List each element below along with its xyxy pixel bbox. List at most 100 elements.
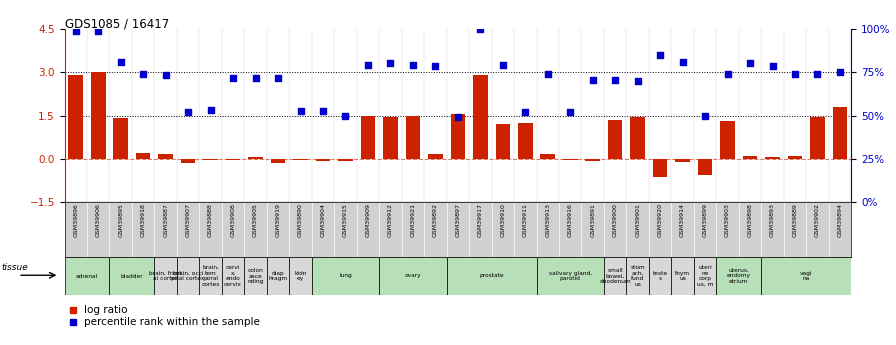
Text: GSM39909: GSM39909 <box>366 204 370 237</box>
Point <box>248 75 263 80</box>
Text: GSM39893: GSM39893 <box>770 204 775 237</box>
Text: stom
ach,
fund
us: stom ach, fund us <box>630 265 645 287</box>
Bar <box>626 257 649 295</box>
Text: GSM39888: GSM39888 <box>208 204 213 237</box>
Point <box>720 71 735 77</box>
Text: thym
us: thym us <box>675 270 690 282</box>
Bar <box>765 157 780 159</box>
Bar <box>451 114 465 159</box>
Bar <box>136 153 151 159</box>
Bar <box>154 257 177 295</box>
Text: diap
hragm: diap hragm <box>269 270 288 282</box>
Text: vagi
na: vagi na <box>800 270 813 282</box>
Text: kidn
ey: kidn ey <box>294 270 306 282</box>
Bar <box>428 154 443 159</box>
Bar <box>312 257 379 295</box>
Bar <box>245 257 267 295</box>
Bar <box>653 159 668 177</box>
Bar <box>743 156 757 159</box>
Text: GSM39921: GSM39921 <box>410 204 416 237</box>
Text: uteri
ne
corp
us, m: uteri ne corp us, m <box>697 265 713 287</box>
Bar <box>694 257 716 295</box>
Legend: log ratio, percentile rank within the sample: log ratio, percentile rank within the sa… <box>70 305 260 327</box>
Point <box>810 71 824 77</box>
Bar <box>716 257 762 295</box>
Bar <box>293 159 308 160</box>
Point <box>495 62 510 68</box>
Text: brain, occi
pital cortex: brain, occi pital cortex <box>171 270 205 282</box>
Point <box>159 72 173 78</box>
Point <box>451 114 465 120</box>
Text: GSM39891: GSM39891 <box>590 204 595 237</box>
Text: brain,
tem
poral
cortex: brain, tem poral cortex <box>202 265 220 287</box>
Bar <box>720 121 735 159</box>
Text: GSM39914: GSM39914 <box>680 204 685 237</box>
Text: GSM39910: GSM39910 <box>500 204 505 237</box>
Text: GSM39904: GSM39904 <box>321 204 325 237</box>
Bar <box>159 155 173 159</box>
Bar <box>181 159 195 163</box>
Text: GSM39890: GSM39890 <box>298 204 303 237</box>
Text: salivary gland,
parotid: salivary gland, parotid <box>548 270 591 282</box>
Bar <box>383 117 398 159</box>
Text: teste
s: teste s <box>652 270 668 282</box>
Text: GSM39887: GSM39887 <box>163 204 168 237</box>
Text: bladder: bladder <box>121 274 143 278</box>
Bar <box>68 75 83 159</box>
Bar <box>676 159 690 161</box>
Text: GSM39899: GSM39899 <box>702 204 708 237</box>
Bar <box>631 117 645 159</box>
Text: GSM39919: GSM39919 <box>276 204 280 237</box>
Point <box>698 113 712 118</box>
Text: GSM39916: GSM39916 <box>568 204 573 237</box>
Point <box>428 63 443 69</box>
Text: GSM39905: GSM39905 <box>253 204 258 237</box>
Text: GSM39907: GSM39907 <box>185 204 191 237</box>
Point <box>91 28 106 33</box>
Point <box>586 77 600 82</box>
Point <box>406 62 420 68</box>
Point <box>676 60 690 65</box>
Bar <box>698 159 712 175</box>
Point <box>339 113 353 118</box>
Text: GSM39895: GSM39895 <box>118 204 124 237</box>
Point <box>69 28 83 33</box>
Text: cervi
x,
endo
cervix: cervi x, endo cervix <box>224 265 242 287</box>
Bar <box>537 257 604 295</box>
Point <box>203 107 218 112</box>
Point <box>563 109 577 115</box>
Point <box>293 108 307 114</box>
Text: GSM39896: GSM39896 <box>73 204 78 237</box>
Text: GSM39918: GSM39918 <box>141 204 146 237</box>
Text: GSM39911: GSM39911 <box>522 204 528 237</box>
Text: GDS1085 / 16417: GDS1085 / 16417 <box>65 17 168 30</box>
Point <box>226 76 240 81</box>
Point <box>315 108 330 114</box>
Bar <box>289 257 312 295</box>
Point <box>608 77 623 82</box>
Point <box>765 63 780 69</box>
Bar <box>563 159 578 160</box>
Text: GSM39920: GSM39920 <box>658 204 663 237</box>
Bar <box>518 123 532 159</box>
Text: brain, front
al cortex: brain, front al cortex <box>150 270 182 282</box>
Bar <box>200 257 222 295</box>
Point <box>361 62 375 68</box>
Text: ovary: ovary <box>405 274 421 278</box>
Bar <box>114 118 128 159</box>
Bar <box>248 157 263 159</box>
Point <box>181 109 195 115</box>
Text: GSM39898: GSM39898 <box>747 204 753 237</box>
Bar <box>540 155 555 159</box>
Bar <box>406 116 420 159</box>
Text: GSM39894: GSM39894 <box>838 204 842 237</box>
Text: small
bowel,
duodenum: small bowel, duodenum <box>599 268 631 284</box>
Bar <box>267 257 289 295</box>
Bar <box>65 257 109 295</box>
Bar <box>495 124 510 159</box>
Bar <box>473 75 487 159</box>
Text: GSM39917: GSM39917 <box>478 204 483 237</box>
Text: GSM39915: GSM39915 <box>343 204 348 237</box>
Bar <box>361 116 375 159</box>
Bar <box>810 117 825 159</box>
